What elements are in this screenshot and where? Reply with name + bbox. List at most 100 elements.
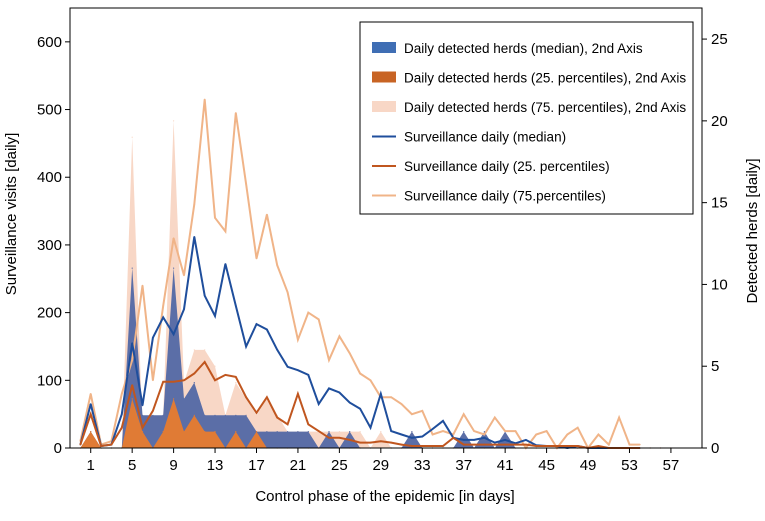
- line-point-p75-x51: [608, 443, 610, 446]
- line-point-p75-x23: [317, 318, 320, 321]
- line-point-p25-x26: [348, 439, 351, 441]
- line-point-median-x29: [380, 393, 382, 395]
- x-tick-label-17: 17: [248, 457, 265, 474]
- line-point-median-x30: [390, 430, 393, 432]
- line-point-median-x4: [121, 413, 123, 416]
- area-point-p25-x6: [141, 431, 144, 433]
- area-point-p75-x27: [359, 431, 361, 433]
- line-point-median-x35: [442, 420, 444, 422]
- x-tick-label-49: 49: [580, 457, 597, 474]
- line-point-p25-x1: [89, 413, 92, 416]
- line-point-p25-x22: [307, 423, 310, 426]
- y-right-tick-label-10: 10: [711, 276, 728, 293]
- y-left-tick-label-100: 100: [37, 372, 62, 389]
- area-point-p75-x29: [380, 431, 382, 433]
- area-point-median-x12: [204, 414, 206, 416]
- line-point-p25-x11: [193, 372, 196, 375]
- legend-label-surveillance-daily-75-percentiles: Surveillance daily (75.percentiles): [404, 189, 606, 204]
- x-tick-label-57: 57: [663, 457, 680, 474]
- line-point-p25-x3: [110, 443, 113, 446]
- area-point-median-x13: [214, 414, 216, 416]
- line-point-median-x19: [276, 349, 279, 351]
- line-point-median-x21: [297, 369, 299, 372]
- line-point-p75-x5: [131, 359, 133, 361]
- line-point-p25-x10: [183, 379, 185, 382]
- line-point-median-x8: [162, 316, 164, 319]
- line-point-p75-x1: [89, 393, 92, 395]
- x-tick-label-13: 13: [207, 457, 224, 474]
- area-point-p25-x10: [183, 431, 185, 433]
- line-point-p25-x7: [152, 410, 154, 412]
- line-point-p75-x26: [348, 352, 351, 355]
- line-point-p25-x23: [317, 430, 320, 432]
- line-point-median-x16: [245, 345, 247, 348]
- line-point-p25-x21: [297, 393, 299, 395]
- x-axis-title: Control phase of the epidemic [in days]: [255, 488, 514, 505]
- line-point-p75-x21: [297, 338, 299, 341]
- area-point-median-x6: [141, 414, 144, 416]
- line-point-p75-x27: [359, 372, 361, 375]
- y-axis-title-left: Surveillance visits [daily]: [3, 133, 20, 296]
- x-tick-label-21: 21: [290, 457, 307, 474]
- area-point-median-x37: [463, 431, 465, 433]
- line-point-p25-x17: [255, 412, 258, 414]
- area-point-p75-x15: [235, 382, 237, 384]
- x-tick-label-9: 9: [169, 457, 177, 474]
- area-point-p75-x25: [338, 431, 340, 433]
- line-point-median-x6: [141, 404, 144, 407]
- line-point-p75-x15: [235, 112, 237, 114]
- area-point-median-x20: [287, 431, 289, 433]
- plot-frame: [69, 7, 703, 449]
- line-point-p25-x40: [494, 443, 496, 446]
- line-point-p25-x46: [556, 445, 558, 447]
- area-point-median-x26: [349, 431, 351, 433]
- line-point-p75-x48: [576, 426, 579, 429]
- line-point-p25-x19: [276, 416, 279, 419]
- x-tick-label-25: 25: [331, 457, 348, 474]
- y-left-tick-label-400: 400: [37, 169, 62, 186]
- line-point-p25-x37: [462, 443, 465, 446]
- line-point-p75-x54: [639, 443, 641, 446]
- y-left-tick-label-200: 200: [37, 305, 62, 322]
- x-tick-label-1: 1: [87, 457, 95, 474]
- line-point-p75-x14: [224, 230, 227, 233]
- axes-group: 1 5 9 13 17 21 25 29 33 37 41 45 49 53 570100200300400…: [37, 7, 728, 474]
- line-point-p25-x38: [473, 443, 475, 446]
- line-point-median-x34: [431, 428, 434, 430]
- line-point-p75-x34: [431, 433, 434, 436]
- line-point-p25-x31: [400, 443, 403, 446]
- line-point-median-x26: [348, 401, 351, 404]
- legend-label-daily-detected-herds-median-2nd-axis: Daily detected herds (median), 2nd Axis: [404, 41, 643, 56]
- line-point-p75-x33: [421, 410, 424, 412]
- line-point-p25-x13: [214, 379, 216, 382]
- legend-swatch-daily-detected-herds-75-percentiles-2nd-axis: [372, 101, 396, 112]
- line-point-p25-x4: [121, 426, 123, 429]
- area-point-median-x22: [307, 431, 309, 433]
- line-point-p25-x48: [576, 445, 579, 447]
- legend: Daily detected herds (median), 2nd Axis D…: [359, 21, 694, 215]
- area-point-p25-x1: [90, 431, 92, 433]
- area-point-median-x19: [276, 431, 278, 433]
- line-point-median-x31: [400, 433, 403, 436]
- line-point-p25-x18: [266, 396, 268, 399]
- line-point-p75-x19: [276, 264, 279, 267]
- area-point-p25-x8: [162, 431, 164, 433]
- y-right-tick-label-5: 5: [711, 358, 719, 375]
- line-point-p25-x28: [369, 441, 372, 444]
- line-point-p25-x32: [411, 445, 413, 447]
- x-tick-label-33: 33: [414, 457, 431, 474]
- line-point-p25-x2: [100, 445, 102, 447]
- line-point-p25-x15: [235, 376, 237, 378]
- line-point-p25-x45: [545, 445, 548, 447]
- y-left-tick-label-300: 300: [37, 237, 62, 254]
- area-point-p25-x17: [255, 431, 258, 433]
- line-point-p25-x9: [172, 380, 175, 383]
- line-point-p75-x39: [483, 433, 486, 436]
- line-point-p75-x11: [193, 203, 196, 206]
- line-point-p25-x27: [359, 441, 361, 444]
- line-point-p75-x17: [255, 257, 258, 260]
- area-point-median-x18: [266, 431, 268, 433]
- line-point-p75-x22: [307, 311, 310, 314]
- legend-box: [359, 21, 694, 215]
- line-point-p75-x6: [141, 284, 144, 287]
